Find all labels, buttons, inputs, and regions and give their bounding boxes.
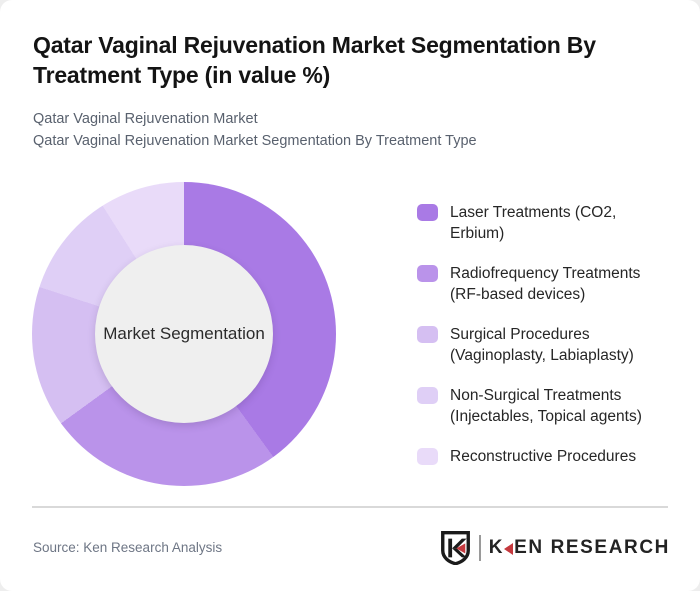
legend-item: Non-Surgical Treatments (Injectables, Top…: [417, 385, 683, 427]
legend-swatch: [417, 265, 438, 282]
footer-divider: [32, 506, 668, 508]
logo-arrow-icon: [504, 543, 514, 555]
logo-letter-k: K: [488, 537, 505, 558]
donut-center: Market Segmentation: [95, 245, 273, 423]
chart-subtitle: Qatar Vaginal Rejuvenation Market Qatar …: [33, 109, 673, 152]
logo-text-rest: EN RESEARCH: [514, 537, 670, 558]
legend-label-line: (Injectables, Topical agents): [450, 408, 642, 425]
donut-chart: Market Segmentation: [32, 182, 336, 486]
page-title: Qatar Vaginal Rejuvenation Market Segmen…: [33, 30, 673, 90]
source-text: Source: Ken Research Analysis: [33, 540, 223, 555]
legend-swatch: [417, 204, 438, 221]
legend-label: Surgical Procedures (Vaginoplasty, Labiap…: [450, 324, 634, 366]
chart-subtitle-line2: Qatar Vaginal Rejuvenation Market Segmen…: [33, 132, 477, 149]
legend-label-line: Surgical Procedures: [450, 326, 590, 343]
legend-label-line: Erbium): [450, 225, 505, 242]
page-title-line2: Treatment Type (in value %): [33, 62, 331, 88]
logo-separator: [478, 535, 481, 561]
legend: Laser Treatments (CO2, Erbium) Radiofrequ…: [417, 202, 683, 467]
legend-swatch: [417, 448, 438, 465]
legend-label-line: Radiofrequency Treatments: [450, 265, 641, 282]
legend-label: Laser Treatments (CO2, Erbium): [450, 202, 616, 244]
ken-research-logo: K EN RESEARCH: [440, 531, 670, 565]
legend-item: Laser Treatments (CO2, Erbium): [417, 202, 683, 244]
legend-swatch: [417, 326, 438, 343]
page-title-line1: Qatar Vaginal Rejuvenation Market Segmen…: [33, 32, 596, 58]
legend-label: Non-Surgical Treatments (Injectables, Top…: [450, 385, 642, 427]
legend-label-line: Laser Treatments (CO2,: [450, 204, 617, 221]
logo-shield-icon: [440, 531, 470, 565]
legend-item: Radiofrequency Treatments (RF-based devic…: [417, 263, 683, 305]
legend-label-line: Non-Surgical Treatments: [450, 387, 622, 404]
legend-label-line: (Vaginoplasty, Labiaplasty): [450, 347, 634, 364]
chart-subtitle-line1: Qatar Vaginal Rejuvenation Market: [33, 111, 258, 127]
legend-swatch: [417, 387, 438, 404]
donut-center-label: Market Segmentation: [103, 324, 265, 343]
legend-item: Surgical Procedures (Vaginoplasty, Labiap…: [417, 324, 683, 366]
legend-label: Radiofrequency Treatments (RF-based devic…: [450, 263, 640, 305]
logo-wordmark: K EN RESEARCH: [489, 537, 670, 559]
legend-label: Reconstructive Procedures: [450, 446, 636, 467]
legend-item: Reconstructive Procedures: [417, 446, 683, 467]
legend-label-line: (RF-based devices): [450, 286, 586, 303]
legend-label-line: Reconstructive Procedures: [450, 448, 637, 465]
